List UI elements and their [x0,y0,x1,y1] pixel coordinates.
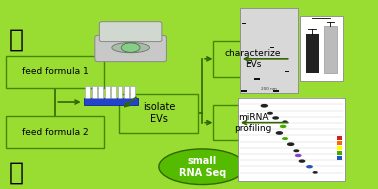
Bar [240,8,298,93]
Text: feed formula 2: feed formula 2 [22,128,88,136]
Bar [254,78,260,80]
Bar [324,26,337,74]
Circle shape [306,165,313,168]
Circle shape [280,125,287,128]
Bar [111,86,116,98]
Circle shape [267,112,273,115]
Bar [238,98,345,181]
FancyBboxPatch shape [6,56,104,88]
Circle shape [121,43,140,52]
Bar [306,34,319,74]
Circle shape [313,171,318,174]
Bar [92,86,97,98]
Text: feed formula 1: feed formula 1 [22,67,89,77]
Circle shape [287,142,294,146]
Circle shape [295,154,302,157]
Text: small
RNA Seq: small RNA Seq [178,156,226,178]
Ellipse shape [159,149,245,184]
Circle shape [260,104,268,108]
FancyBboxPatch shape [6,116,104,148]
Bar [105,86,110,98]
Bar [248,62,251,63]
Bar [337,146,342,150]
Bar [118,86,122,98]
Bar [241,90,247,91]
Text: isolate
EVs: isolate EVs [143,102,175,125]
FancyBboxPatch shape [119,94,198,133]
Text: characterize
EVs: characterize EVs [225,49,281,69]
FancyBboxPatch shape [214,105,293,140]
FancyBboxPatch shape [214,41,293,77]
Bar [270,47,274,48]
Bar [124,86,129,98]
Bar [98,86,103,98]
Bar [337,156,342,160]
Bar [85,86,90,98]
FancyBboxPatch shape [99,22,162,42]
Text: 200 nm: 200 nm [261,87,277,91]
Bar [130,86,135,98]
Bar [337,136,342,140]
Ellipse shape [112,43,149,53]
Circle shape [282,137,288,140]
Circle shape [299,159,305,163]
Bar [337,141,342,145]
Bar [242,22,246,24]
Bar [84,98,138,105]
Circle shape [276,131,283,135]
Text: miRNA
profiling: miRNA profiling [234,113,272,133]
Circle shape [282,120,288,123]
Bar [300,16,343,81]
Text: 🐄: 🐄 [8,27,23,51]
Bar [273,90,279,91]
Circle shape [272,116,279,120]
Bar [337,151,342,155]
Circle shape [293,149,299,152]
FancyBboxPatch shape [95,35,166,62]
Bar [285,71,289,73]
Text: 🐄: 🐄 [8,160,23,184]
